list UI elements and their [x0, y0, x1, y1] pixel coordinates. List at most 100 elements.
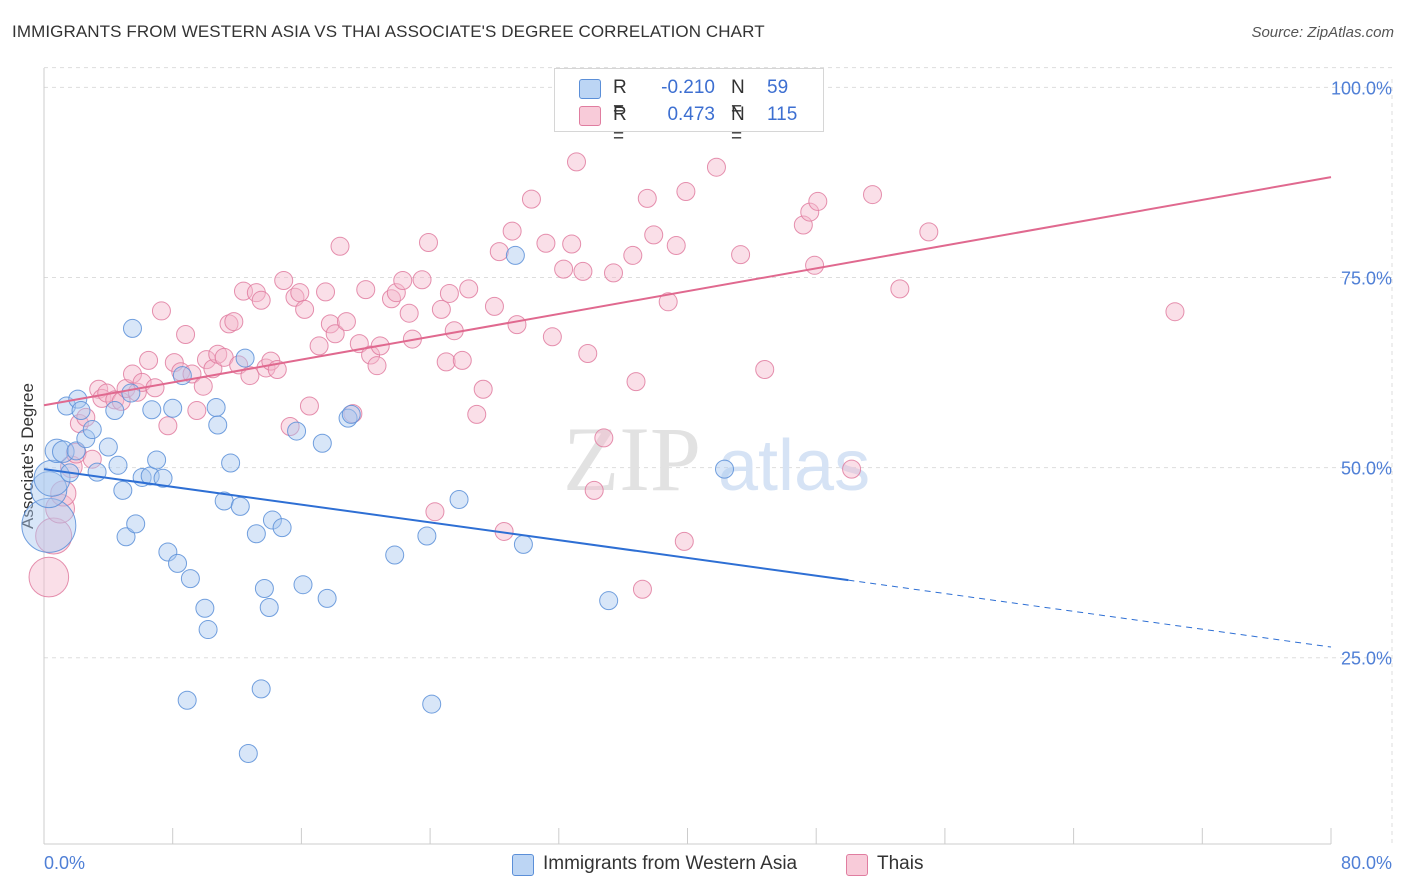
- thais-trend-line: [43, 176, 1332, 407]
- western-asia-point: [163, 398, 183, 418]
- thais-point: [1165, 302, 1185, 322]
- x-tick-label: 80.0%: [1341, 853, 1392, 873]
- thais-points: [28, 152, 1185, 599]
- thais-point: [418, 232, 438, 252]
- western-asia-point: [417, 526, 437, 546]
- western-asia-point: [341, 404, 361, 424]
- thais-point: [603, 263, 623, 283]
- western-asia-point: [338, 408, 358, 428]
- thais-point: [632, 579, 652, 599]
- western-asia-point: [126, 514, 146, 534]
- thais-point: [151, 301, 171, 321]
- thais-point: [706, 157, 726, 177]
- legend-swatch-pink: [846, 854, 868, 876]
- thais-point: [290, 283, 310, 303]
- legend-swatch-pink: [579, 106, 601, 126]
- thais-point: [240, 366, 260, 386]
- thais-point: [584, 480, 604, 500]
- n-value: 115: [767, 104, 798, 125]
- thais-point: [193, 376, 213, 396]
- thais-point: [76, 407, 96, 427]
- thais-point: [274, 271, 294, 291]
- thais-point: [367, 356, 387, 376]
- thais-point: [489, 242, 509, 262]
- legend-swatch-blue: [512, 854, 534, 876]
- western-asia-point: [449, 490, 469, 510]
- thais-point: [626, 372, 646, 392]
- thais-point: [187, 401, 207, 421]
- western-asia-point: [206, 398, 226, 418]
- western-asia-point: [116, 527, 136, 547]
- watermark-atlas: atlas: [718, 426, 870, 506]
- western-asia-point: [599, 591, 619, 611]
- thais-point: [203, 359, 223, 379]
- r-label: R =: [613, 77, 627, 120]
- western-asia-point: [272, 518, 292, 538]
- western-asia-point: [113, 480, 133, 500]
- western-asia-point: [98, 437, 118, 457]
- western-asia-point: [385, 545, 405, 565]
- thais-point: [330, 236, 350, 256]
- western-asia-point: [235, 348, 255, 368]
- thais-point: [755, 359, 775, 379]
- thais-point: [425, 502, 445, 522]
- western-asia-point: [142, 400, 162, 420]
- western-asia-point: [262, 510, 282, 530]
- thais-point: [122, 364, 142, 384]
- thais-point: [502, 221, 522, 241]
- thais-point: [439, 283, 459, 303]
- western-asia-point: [221, 453, 241, 473]
- western-asia-point: [105, 401, 125, 421]
- thais-point: [35, 517, 73, 555]
- legend-label: Thais: [877, 853, 924, 874]
- thais-point: [399, 303, 419, 323]
- watermark-zip: ZIP: [563, 408, 701, 510]
- thais-point: [666, 236, 686, 256]
- thais-point: [674, 531, 694, 551]
- thais-point: [676, 182, 696, 202]
- thais-point: [467, 404, 487, 424]
- western-asia-point: [312, 433, 332, 453]
- thais-point: [452, 350, 472, 370]
- western-asia-point: [715, 459, 735, 479]
- thais-point: [459, 279, 479, 299]
- western-asia-point: [153, 468, 173, 488]
- thais-point: [863, 185, 883, 205]
- thais-point: [393, 271, 413, 291]
- thais-point: [336, 312, 356, 332]
- r-value: -0.210: [661, 77, 715, 98]
- thais-point: [919, 222, 939, 242]
- thais-point: [542, 327, 562, 347]
- r-value: 0.473: [667, 104, 715, 125]
- thais-point: [507, 315, 527, 335]
- thais-point: [251, 290, 271, 310]
- thais-point: [536, 233, 556, 253]
- western-asia-point: [293, 575, 313, 595]
- western-asia-point: [82, 420, 102, 440]
- legend-label: Immigrants from Western Asia: [543, 853, 798, 874]
- n-value: 59: [767, 77, 789, 98]
- thais-point: [473, 379, 493, 399]
- thais-point: [805, 255, 825, 275]
- n-label: N =: [731, 77, 745, 120]
- thais-point: [82, 449, 102, 469]
- thais-point: [623, 245, 643, 265]
- western-asia-point: [121, 383, 141, 403]
- western-asia-point: [238, 744, 258, 764]
- western-asia-point: [246, 524, 266, 544]
- chart-title: IMMIGRANTS FROM WESTERN ASIA VS THAI ASS…: [12, 22, 765, 41]
- western-asia-point: [180, 569, 200, 589]
- thais-point: [554, 259, 574, 279]
- x-tick-label: 0.0%: [44, 853, 85, 873]
- thais-point: [309, 336, 329, 356]
- western-asia-point: [505, 245, 525, 265]
- western-asia-point: [30, 471, 68, 509]
- gridlines: [44, 67, 1393, 844]
- thais-point: [431, 299, 451, 319]
- western-asia-point: [198, 620, 218, 640]
- western-asia-point: [147, 450, 167, 470]
- y-tick-labels: 25.0% 50.0% 75.0% 100.0%: [1331, 78, 1392, 668]
- western-asia-point: [287, 421, 307, 441]
- source-credit: Source: ZipAtlas.com: [1251, 24, 1394, 41]
